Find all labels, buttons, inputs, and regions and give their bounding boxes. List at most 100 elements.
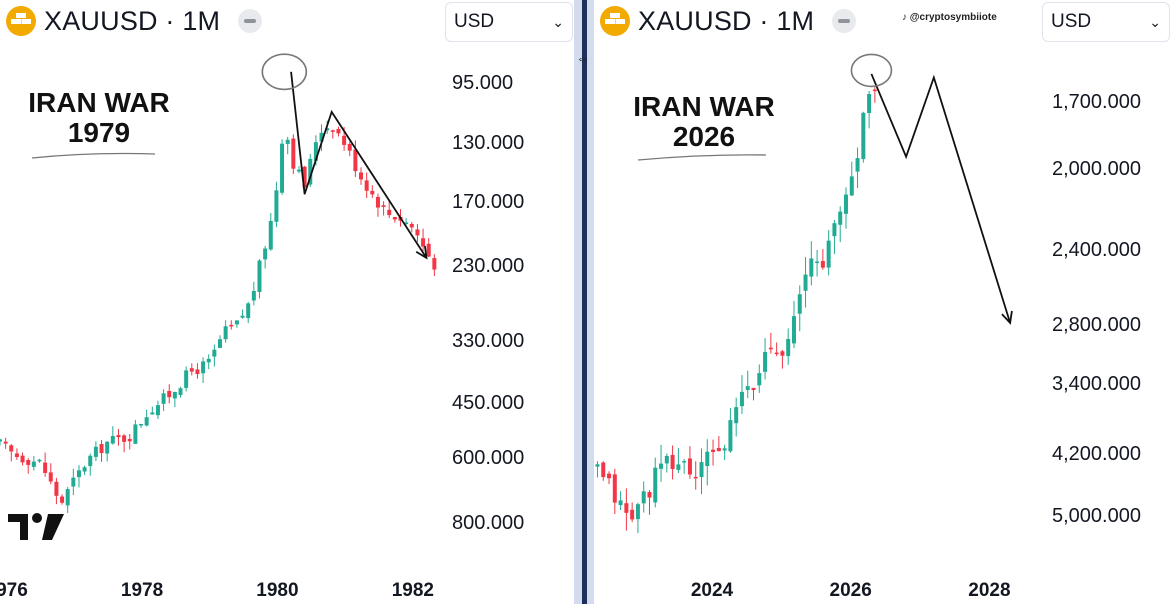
candle-body	[872, 89, 877, 92]
right-annotation-title: IRAN WAR 2026	[628, 92, 780, 152]
candle-body	[342, 135, 347, 145]
candle-body	[768, 347, 773, 350]
candle-body	[809, 258, 814, 277]
candle-body	[296, 169, 301, 172]
price-tick-label: 4,200.000	[1052, 442, 1141, 465]
candle-body	[20, 455, 25, 463]
candle-body	[195, 369, 200, 375]
candle-body	[832, 223, 837, 237]
candle-body	[31, 461, 36, 467]
tradingview-logo-icon	[8, 513, 64, 540]
price-tick-label: 130.000	[452, 131, 525, 154]
candle-body	[155, 405, 160, 416]
price-tick-label: 95.000	[452, 72, 514, 95]
market-status-icon[interactable]	[238, 9, 263, 33]
candle-body	[364, 180, 369, 191]
chevron-down-icon: ⌄	[1149, 13, 1161, 30]
candle-body	[60, 496, 65, 503]
right-symbol-label: XAUUSD · 1M	[638, 5, 815, 36]
candle-body	[144, 417, 149, 426]
candle-body	[54, 481, 59, 496]
candle-body	[229, 324, 234, 327]
annotation-zigzag-arrow	[870, 73, 1011, 324]
candle-body	[421, 238, 426, 247]
candle-body	[763, 351, 768, 372]
candle-body	[375, 196, 380, 208]
candle-body	[206, 358, 211, 363]
annotation-zigzag-arrow	[290, 71, 428, 259]
candle-body	[815, 261, 820, 264]
left-currency-select[interactable]: USD ⌄	[445, 2, 573, 42]
price-tick-label: 2,400.000	[1052, 239, 1141, 262]
price-tick-label: 1,700.000	[1052, 91, 1141, 114]
arrow-head-icon	[1001, 310, 1013, 325]
candle-body	[392, 216, 397, 220]
market-status-icon[interactable]	[832, 9, 857, 33]
left-symbol-label: XAUUSD · 1M	[44, 5, 221, 36]
candle-body	[88, 455, 93, 467]
price-tick-label: 170.000	[452, 191, 525, 214]
candle-body	[415, 229, 420, 236]
candle-body	[201, 361, 206, 374]
candle-body	[105, 441, 110, 454]
left-annotation-line1: IRAN WAR	[28, 87, 170, 118]
candle-body	[641, 491, 646, 504]
candle-body	[849, 176, 854, 196]
candle-body	[387, 209, 392, 216]
candle-body	[612, 474, 617, 503]
candle-body	[263, 248, 268, 260]
candle-body	[274, 190, 279, 222]
candle-body	[37, 459, 42, 462]
candle-body	[43, 462, 48, 473]
right-candlestick-chart[interactable]	[594, 0, 1170, 604]
time-tick-label: 1980	[256, 580, 299, 601]
candle-body	[711, 449, 716, 453]
chevron-down-icon: ⌄	[552, 13, 564, 30]
candle-body	[734, 407, 739, 424]
candle-body	[150, 412, 155, 415]
candle-body	[223, 326, 228, 340]
candle-body	[218, 339, 222, 348]
candle-body	[653, 467, 658, 503]
time-tick-label: 1976	[0, 580, 28, 601]
candle-body	[699, 462, 704, 478]
watermark-handle: @cryptosymbiiote	[909, 12, 997, 23]
candle-body	[751, 387, 756, 391]
candle-body	[595, 464, 600, 467]
price-tick-label: 2,000.000	[1052, 158, 1141, 181]
candle-body	[268, 220, 273, 250]
left-chart-panel[interactable]: XAUUSD · 1M USD ⌄ IRAN WAR 1979 800.000 6…	[0, 0, 574, 604]
gold-bars-icon	[600, 6, 630, 36]
candle-body	[325, 128, 330, 131]
candle-body	[791, 316, 796, 344]
candle-body	[664, 455, 669, 464]
time-tick-label: 1982	[391, 580, 434, 601]
price-tick-label: 600.000	[452, 447, 525, 470]
time-tick-label: 1978	[120, 580, 164, 601]
candle-body	[246, 303, 251, 319]
right-currency-select[interactable]: USD ⌄	[1042, 2, 1170, 42]
candle-body	[624, 503, 629, 513]
panel-divider[interactable]	[574, 0, 594, 604]
candle-body	[618, 500, 623, 506]
annotation-circle	[261, 53, 308, 91]
watermark: ♪ @cryptosymbiiote	[902, 12, 997, 23]
left-candlestick-chart[interactable]	[0, 0, 574, 604]
candle-body	[336, 128, 341, 134]
candle-body	[0, 439, 2, 442]
candle-body	[116, 435, 121, 438]
candle-body	[172, 391, 177, 399]
candle-body	[93, 446, 98, 457]
gold-bars-icon	[6, 6, 36, 36]
right-chart-panel[interactable]: XAUUSD · 1M ♪ @cryptosymbiiote USD ⌄ IRA…	[594, 0, 1170, 604]
left-symbol-header[interactable]: XAUUSD · 1M	[6, 4, 263, 38]
candle-body	[139, 423, 144, 426]
candle-body	[739, 391, 744, 407]
price-tick-label: 800.000	[452, 512, 525, 535]
resize-handle-icon[interactable]: ⇔	[576, 50, 590, 66]
candle-body	[693, 476, 698, 479]
tiktok-icon: ♪	[902, 12, 910, 23]
right-symbol-header[interactable]: XAUUSD · 1M	[600, 4, 857, 38]
candle-body	[426, 243, 431, 257]
right-currency-value: USD	[1051, 11, 1092, 32]
